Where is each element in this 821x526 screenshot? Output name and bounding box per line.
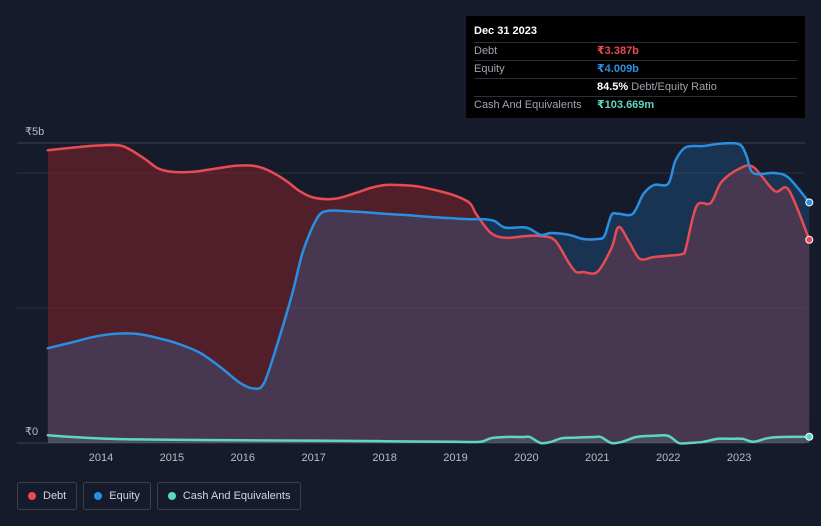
- legend-item-cash[interactable]: Cash And Equivalents: [156, 482, 302, 510]
- x-tick-label: 2016: [231, 452, 255, 464]
- tooltip-value: ₹4.009b: [597, 63, 639, 75]
- equity-dot-icon: [94, 492, 103, 500]
- legend-label: Debt: [43, 490, 67, 502]
- debt-end-marker: [805, 235, 814, 244]
- y-tick-label: ₹5b: [25, 126, 44, 138]
- debt-dot-icon: [28, 492, 36, 500]
- tooltip-row-ratio: 84.5% Debt/Equity Ratio: [474, 79, 797, 97]
- x-tick-label: 2017: [301, 452, 325, 464]
- chart-lines: [46, 141, 811, 445]
- cash-end-marker: [805, 432, 814, 441]
- x-tick-label: 2022: [656, 452, 680, 464]
- end-markers: [805, 198, 814, 441]
- cash-line: [46, 433, 811, 445]
- cash-dot-icon: [167, 492, 176, 500]
- debt-line: [46, 143, 811, 275]
- tooltip-value: ₹103.669m: [597, 99, 655, 111]
- x-tick-label: 2015: [160, 452, 184, 464]
- x-tick-label: 2020: [514, 452, 538, 464]
- tooltip-label: Cash And Equivalents: [474, 99, 582, 111]
- tooltip-date: Dec 31 2023: [474, 24, 797, 43]
- axis-ticks: 2014 2015 2016 2017 2018 2019 2020 2021 2022 2023…: [25, 126, 751, 464]
- tooltip-row-debt: Debt ₹3.387b: [474, 43, 797, 61]
- equity-line: [46, 141, 811, 390]
- tooltip-ratio-value: 84.5%: [597, 81, 629, 93]
- x-tick-label: 2018: [372, 452, 396, 464]
- legend-item-equity[interactable]: Equity: [83, 482, 151, 510]
- tooltip-label: Debt: [474, 45, 498, 57]
- legend-label: Equity: [109, 490, 140, 502]
- tooltip-label: Equity: [474, 63, 505, 75]
- y-tick-label: ₹0: [25, 426, 38, 438]
- x-tick-label: 2021: [585, 452, 609, 464]
- x-tick-label: 2014: [89, 452, 113, 464]
- tooltip: Dec 31 2023 Debt ₹3.387b Equity ₹4.009b …: [466, 16, 805, 118]
- tooltip-value: ₹3.387b: [597, 45, 639, 57]
- legend-item-debt[interactable]: Debt: [17, 482, 78, 510]
- legend-label: Cash And Equivalents: [182, 490, 291, 502]
- tooltip-ratio-label: Debt/Equity Ratio: [631, 81, 717, 93]
- legend: Debt Equity Cash And Equivalents: [17, 482, 302, 510]
- debt-area: [47, 144, 810, 444]
- tooltip-row-cash: Cash And Equivalents ₹103.669m: [474, 97, 797, 114]
- x-tick-label: 2019: [443, 452, 467, 464]
- tooltip-row-equity: Equity ₹4.009b: [474, 61, 797, 79]
- x-tick-label: 2023: [727, 452, 751, 464]
- equity-area: [47, 143, 810, 443]
- equity-end-marker: [805, 198, 814, 207]
